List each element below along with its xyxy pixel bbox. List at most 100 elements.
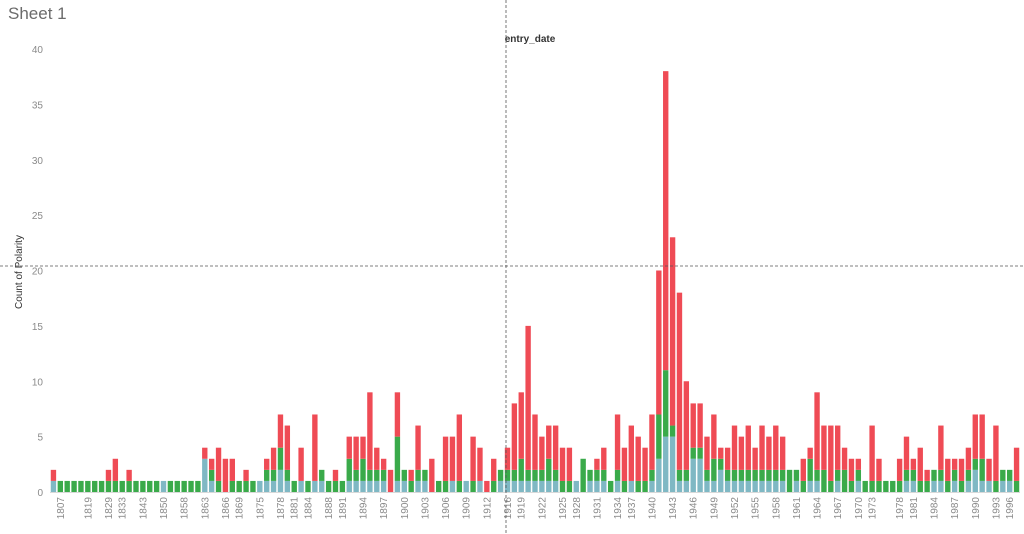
bar-segment[interactable] <box>773 480 779 492</box>
bar-segment[interactable] <box>704 469 710 481</box>
bar-segment[interactable] <box>965 480 972 492</box>
bar-segment[interactable] <box>649 469 655 481</box>
bar-segment[interactable] <box>869 480 875 492</box>
bar-segment[interactable] <box>614 480 621 492</box>
bar-segment[interactable] <box>945 458 951 481</box>
bar-segment[interactable] <box>979 480 985 492</box>
bar-segment[interactable] <box>415 480 421 492</box>
bar-segment[interactable] <box>394 392 401 437</box>
bar-segment[interactable] <box>504 480 511 492</box>
bar-segment[interactable] <box>841 447 848 470</box>
bar-segment[interactable] <box>491 480 497 492</box>
bar-segment[interactable] <box>112 458 119 481</box>
bar-segment[interactable] <box>738 480 745 492</box>
bar-segment[interactable] <box>208 480 215 492</box>
bar-segment[interactable] <box>181 480 187 492</box>
bar-segment[interactable] <box>800 458 806 481</box>
bar-segment[interactable] <box>552 480 559 492</box>
bar-segment[interactable] <box>353 469 359 481</box>
bar-segment[interactable] <box>848 480 855 492</box>
bar-segment[interactable] <box>291 480 297 492</box>
bar-segment[interactable] <box>312 414 318 481</box>
bar-segment[interactable] <box>910 480 917 492</box>
bar-segment[interactable] <box>305 480 311 492</box>
bar-segment[interactable] <box>855 469 862 481</box>
bar-segment[interactable] <box>408 469 414 481</box>
bar-segment[interactable] <box>986 458 992 481</box>
bar-segment[interactable] <box>243 480 249 492</box>
bar-segment[interactable] <box>105 469 112 481</box>
bar-segment[interactable] <box>848 458 855 481</box>
bar-segment[interactable] <box>711 480 717 492</box>
bar-segment[interactable] <box>663 370 669 437</box>
bar-segment[interactable] <box>752 469 758 481</box>
bar-segment[interactable] <box>98 480 105 492</box>
bar-segment[interactable] <box>601 447 607 470</box>
bar-segment[interactable] <box>360 458 366 481</box>
bar-segment[interactable] <box>938 425 944 470</box>
bar-segment[interactable] <box>972 414 978 459</box>
bar-segment[interactable] <box>614 414 621 470</box>
bar-segment[interactable] <box>442 480 449 492</box>
bar-segment[interactable] <box>724 447 731 470</box>
bar-segment[interactable] <box>539 480 545 492</box>
bar-segment[interactable] <box>470 480 476 492</box>
bar-segment[interactable] <box>876 480 882 492</box>
bar-segment[interactable] <box>442 436 449 481</box>
bar-segment[interactable] <box>718 447 724 459</box>
bar-segment[interactable] <box>841 469 848 492</box>
bar-segment[interactable] <box>656 270 662 415</box>
bar-segment[interactable] <box>332 469 339 481</box>
bar-segment[interactable] <box>394 480 401 492</box>
bar-segment[interactable] <box>766 469 772 481</box>
bar-segment[interactable] <box>449 480 456 492</box>
bar-segment[interactable] <box>738 469 745 481</box>
bar-segment[interactable] <box>890 480 896 492</box>
bar-segment[interactable] <box>669 436 676 493</box>
bar-segment[interactable] <box>587 469 593 481</box>
bar-segment[interactable] <box>174 480 180 492</box>
bar-segment[interactable] <box>718 469 724 492</box>
bar-segment[interactable] <box>697 447 703 459</box>
bar-segment[interactable] <box>422 480 428 492</box>
bar-segment[interactable] <box>264 458 270 470</box>
bar-segment[interactable] <box>511 403 518 470</box>
bar-segment[interactable] <box>601 480 607 492</box>
bar-segment[interactable] <box>607 480 614 492</box>
bar-segment[interactable] <box>594 458 600 470</box>
bar-segment[interactable] <box>257 480 263 492</box>
bar-segment[interactable] <box>78 480 84 492</box>
bar-segment[interactable] <box>1013 480 1020 492</box>
bar-segment[interactable] <box>539 469 545 481</box>
bar-segment[interactable] <box>663 436 669 493</box>
bar-segment[interactable] <box>773 425 779 470</box>
bar-segment[interactable] <box>415 469 421 481</box>
bar-segment[interactable] <box>546 425 552 459</box>
bar-segment[interactable] <box>552 469 559 481</box>
bar-segment[interactable] <box>319 480 325 492</box>
bar-segment[interactable] <box>883 480 889 492</box>
bar-segment[interactable] <box>105 480 112 492</box>
bar-segment[interactable] <box>786 469 793 492</box>
bar-segment[interactable] <box>779 469 786 481</box>
bar-segment[interactable] <box>635 480 641 492</box>
bar-segment[interactable] <box>215 447 222 481</box>
bar-segment[interactable] <box>1007 480 1013 492</box>
bars[interactable] <box>50 71 1020 493</box>
bar-segment[interactable] <box>621 480 628 492</box>
bar-segment[interactable] <box>656 414 662 459</box>
bar-segment[interactable] <box>731 425 738 470</box>
bar-segment[interactable] <box>126 480 132 492</box>
bar-segment[interactable] <box>415 425 421 470</box>
bar-segment[interactable] <box>669 425 676 437</box>
bar-segment[interactable] <box>704 436 710 470</box>
bar-segment[interactable] <box>374 447 380 470</box>
bar-segment[interactable] <box>642 480 648 492</box>
bar-segment[interactable] <box>828 425 834 481</box>
bar-segment[interactable] <box>779 480 786 492</box>
bar-segment[interactable] <box>676 480 683 492</box>
bar-segment[interactable] <box>208 458 215 470</box>
bar-segment[interactable] <box>277 414 284 448</box>
bar-segment[interactable] <box>924 469 930 481</box>
bar-segment[interactable] <box>463 480 469 492</box>
